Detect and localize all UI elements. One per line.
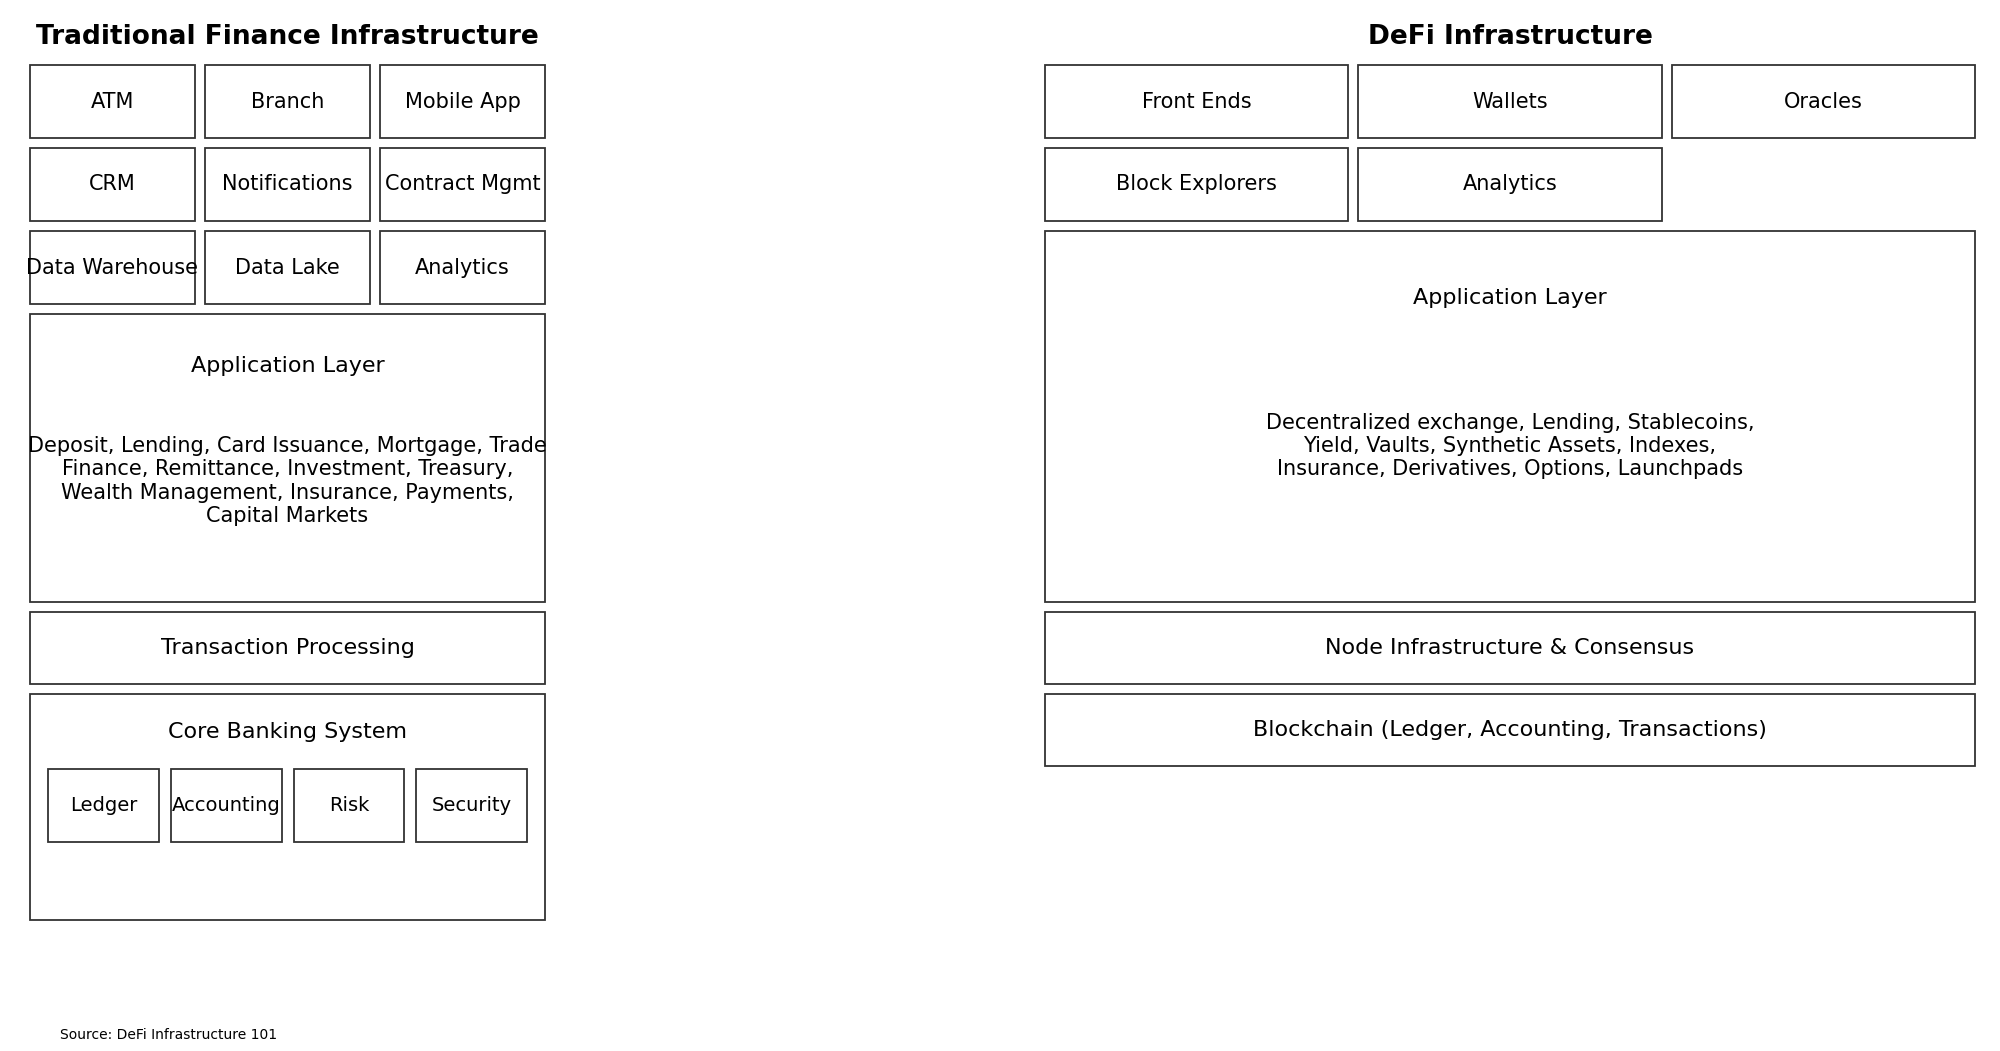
FancyBboxPatch shape: [206, 231, 370, 304]
FancyBboxPatch shape: [170, 769, 282, 842]
Text: Data Lake: Data Lake: [236, 257, 340, 277]
FancyBboxPatch shape: [1358, 148, 1662, 221]
Text: Risk: Risk: [328, 796, 370, 815]
FancyBboxPatch shape: [1044, 231, 1976, 602]
FancyBboxPatch shape: [1358, 65, 1662, 138]
Text: Deposit, Lending, Card Issuance, Mortgage, Trade
Finance, Remittance, Investment: Deposit, Lending, Card Issuance, Mortgag…: [28, 436, 546, 526]
Text: Notifications: Notifications: [222, 174, 352, 194]
Text: Transaction Processing: Transaction Processing: [160, 638, 414, 658]
FancyBboxPatch shape: [30, 694, 544, 920]
FancyBboxPatch shape: [380, 231, 544, 304]
FancyBboxPatch shape: [380, 65, 544, 138]
Text: ATM: ATM: [90, 91, 134, 111]
Text: Blockchain (Ledger, Accounting, Transactions): Blockchain (Ledger, Accounting, Transact…: [1254, 720, 1766, 740]
Text: Block Explorers: Block Explorers: [1116, 174, 1278, 194]
Text: Security: Security: [432, 796, 512, 815]
FancyBboxPatch shape: [30, 612, 544, 684]
FancyBboxPatch shape: [48, 769, 158, 842]
FancyBboxPatch shape: [30, 314, 544, 602]
Text: Front Ends: Front Ends: [1142, 91, 1252, 111]
Text: Decentralized exchange, Lending, Stablecoins,
Yield, Vaults, Synthetic Assets, I: Decentralized exchange, Lending, Stablec…: [1266, 413, 1754, 479]
Text: Source: DeFi Infrastructure 101: Source: DeFi Infrastructure 101: [60, 1028, 278, 1042]
Text: Ledger: Ledger: [70, 796, 138, 815]
FancyBboxPatch shape: [206, 65, 370, 138]
Text: Oracles: Oracles: [1784, 91, 1862, 111]
FancyBboxPatch shape: [294, 769, 404, 842]
Text: Node Infrastructure & Consensus: Node Infrastructure & Consensus: [1326, 638, 1694, 658]
FancyBboxPatch shape: [1044, 65, 1348, 138]
Text: Application Layer: Application Layer: [190, 356, 384, 376]
Text: Data Warehouse: Data Warehouse: [26, 257, 198, 277]
FancyBboxPatch shape: [1044, 612, 1976, 684]
Text: Analytics: Analytics: [1462, 174, 1558, 194]
FancyBboxPatch shape: [416, 769, 528, 842]
Text: CRM: CRM: [90, 174, 136, 194]
FancyBboxPatch shape: [30, 148, 196, 221]
FancyBboxPatch shape: [206, 148, 370, 221]
Text: Branch: Branch: [250, 91, 324, 111]
Text: Contract Mgmt: Contract Mgmt: [384, 174, 540, 194]
Text: Wallets: Wallets: [1472, 91, 1548, 111]
Text: DeFi Infrastructure: DeFi Infrastructure: [1368, 24, 1652, 50]
Text: Mobile App: Mobile App: [404, 91, 520, 111]
Text: Traditional Finance Infrastructure: Traditional Finance Infrastructure: [36, 24, 538, 50]
FancyBboxPatch shape: [30, 65, 196, 138]
FancyBboxPatch shape: [1044, 148, 1348, 221]
FancyBboxPatch shape: [1044, 694, 1976, 766]
FancyBboxPatch shape: [380, 148, 544, 221]
Text: Accounting: Accounting: [172, 796, 280, 815]
Text: Application Layer: Application Layer: [1414, 288, 1606, 308]
Text: Analytics: Analytics: [416, 257, 510, 277]
FancyBboxPatch shape: [1672, 65, 1974, 138]
FancyBboxPatch shape: [30, 231, 196, 304]
Text: Core Banking System: Core Banking System: [168, 722, 408, 742]
